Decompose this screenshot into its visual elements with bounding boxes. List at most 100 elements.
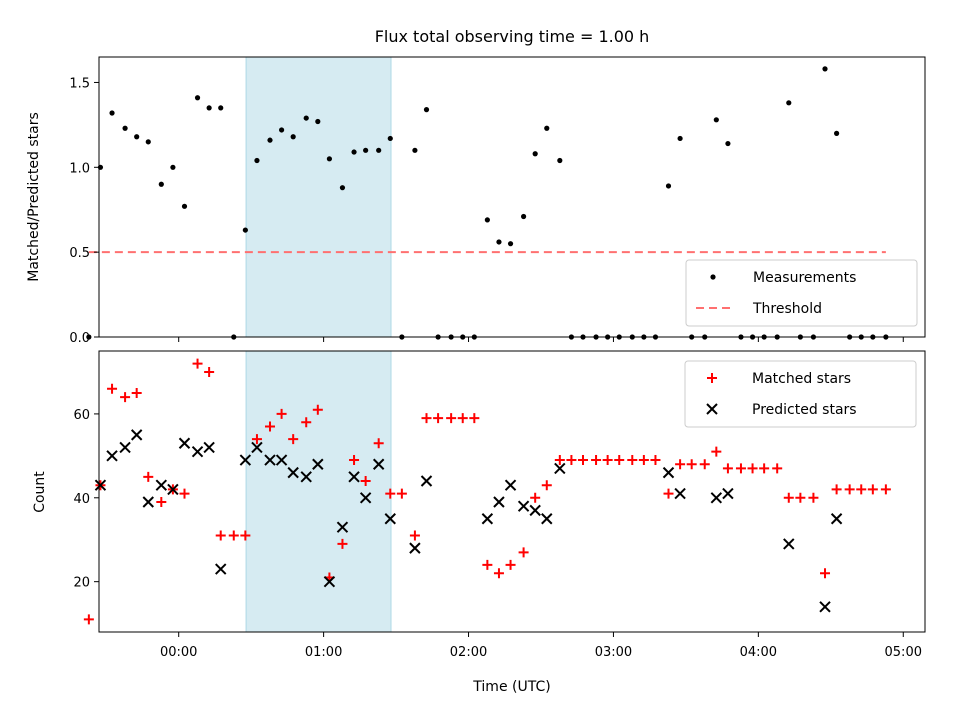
predicted-stars-point xyxy=(819,601,831,613)
predicted-stars-point xyxy=(203,441,215,454)
predicted-stars-point xyxy=(541,513,553,525)
predicted-stars-point xyxy=(517,500,530,512)
measurement-point xyxy=(254,157,260,164)
matched-stars-point xyxy=(759,463,770,474)
measurement-point xyxy=(267,137,273,143)
predicted-stars-point xyxy=(155,479,168,491)
measurement-point xyxy=(677,135,683,142)
matched-stars-point xyxy=(820,568,831,579)
measurement-point xyxy=(496,239,502,245)
measurement-point xyxy=(315,118,321,125)
matched-stars-point xyxy=(808,492,819,503)
top-y-axis-label: Matched/Predicted stars xyxy=(26,112,42,282)
measurement-point xyxy=(194,95,201,101)
predicted-stars-point xyxy=(94,479,107,491)
matched-stars-point xyxy=(240,530,251,541)
measurement-point xyxy=(158,181,164,187)
matched-stars-point xyxy=(566,455,577,466)
predicted-stars-point xyxy=(119,441,131,454)
predicted-stars-point xyxy=(529,504,541,517)
matched-stars-point xyxy=(783,492,794,503)
matched-stars-point xyxy=(482,559,493,570)
measurement-point xyxy=(665,183,672,189)
measurement-point xyxy=(326,156,333,162)
matched-stars-point xyxy=(228,530,239,541)
measurement-point xyxy=(145,139,151,145)
x-tick-label: 02:00 xyxy=(450,645,487,660)
matched-stars-point xyxy=(518,547,529,558)
measurement-point xyxy=(834,130,840,136)
matched-stars-point xyxy=(349,455,360,466)
matched-stars-point xyxy=(627,455,638,466)
x-tick-label: 00:00 xyxy=(160,645,197,660)
measurement-point xyxy=(170,164,176,170)
matched-stars-point xyxy=(831,484,842,495)
x-tick-label: 03:00 xyxy=(595,645,632,660)
legend-label: Matched stars xyxy=(752,371,851,387)
measurement-point xyxy=(725,140,731,147)
measurement-point xyxy=(303,115,309,121)
matched-stars-point xyxy=(469,413,480,424)
measurement-point xyxy=(544,125,550,131)
matched-stars-point xyxy=(614,455,625,466)
measurement-point xyxy=(387,135,393,142)
predicted-stars-point xyxy=(191,445,204,458)
matched-stars-point xyxy=(192,358,203,369)
matched-stars-point xyxy=(530,492,541,503)
predicted-stars-point xyxy=(348,471,360,483)
legend: Matched stars Predicted stars xyxy=(684,360,917,428)
predicted-stars-point xyxy=(554,462,566,475)
bottom-plot-area: 00:00 01:00 02:00 03:00 04:00 05:00 20 40 60 Matc… xyxy=(73,350,926,660)
predicted-stars-point xyxy=(783,538,795,550)
matched-stars-point xyxy=(686,459,697,470)
x-tick-label: 05:00 xyxy=(885,645,922,660)
y-tick-label: 20 xyxy=(73,576,90,591)
chart-title: Flux total observing time = 1.00 h xyxy=(375,27,650,46)
legend-label: Threshold xyxy=(752,301,822,317)
measurement-point xyxy=(290,134,296,140)
measurement-point xyxy=(109,110,115,116)
matched-stars-point xyxy=(301,417,312,428)
matched-stars-point xyxy=(131,387,142,398)
legend-label: Predicted stars xyxy=(752,402,857,418)
predicted-stars-point xyxy=(722,487,734,500)
legend-box xyxy=(685,259,918,327)
matched-stars-point xyxy=(578,455,589,466)
matched-stars-point xyxy=(554,455,565,466)
matched-stars-point xyxy=(880,484,891,495)
measurement-point xyxy=(363,147,369,153)
predicted-stars-point xyxy=(674,487,686,500)
measurement-point xyxy=(786,100,792,106)
measurement-point xyxy=(181,203,188,209)
measurement-point xyxy=(278,127,285,133)
measurement-point xyxy=(134,134,140,140)
matched-stars-point xyxy=(264,421,275,432)
y-tick-label: 0.0 xyxy=(69,331,90,346)
axes-frame xyxy=(98,56,926,338)
matched-stars-point xyxy=(541,480,552,491)
measurement-point xyxy=(423,107,430,113)
legend-marker xyxy=(710,274,716,280)
matched-stars-point xyxy=(143,471,154,482)
matched-stars-point xyxy=(179,488,190,499)
measurement-point xyxy=(532,151,538,157)
legend-box xyxy=(684,360,917,428)
predicted-stars-point xyxy=(493,496,505,508)
measurement-point xyxy=(484,217,490,223)
matched-stars-point xyxy=(699,459,710,470)
predicted-stars-point xyxy=(142,496,154,508)
predicted-stars-point xyxy=(323,575,336,588)
matched-stars-point xyxy=(457,413,468,424)
matched-stars-point xyxy=(312,404,323,415)
matched-stars-point xyxy=(747,463,758,474)
measurement-point xyxy=(520,213,527,220)
predicted-stars-point xyxy=(409,542,421,554)
matched-stars-point xyxy=(421,413,432,424)
matched-stars-point xyxy=(638,455,649,466)
matched-stars-point xyxy=(288,434,299,445)
predicted-stars-point xyxy=(215,563,227,575)
matched-stars-point xyxy=(795,492,806,503)
legend-marker xyxy=(707,373,717,383)
matched-stars-point xyxy=(663,488,674,499)
